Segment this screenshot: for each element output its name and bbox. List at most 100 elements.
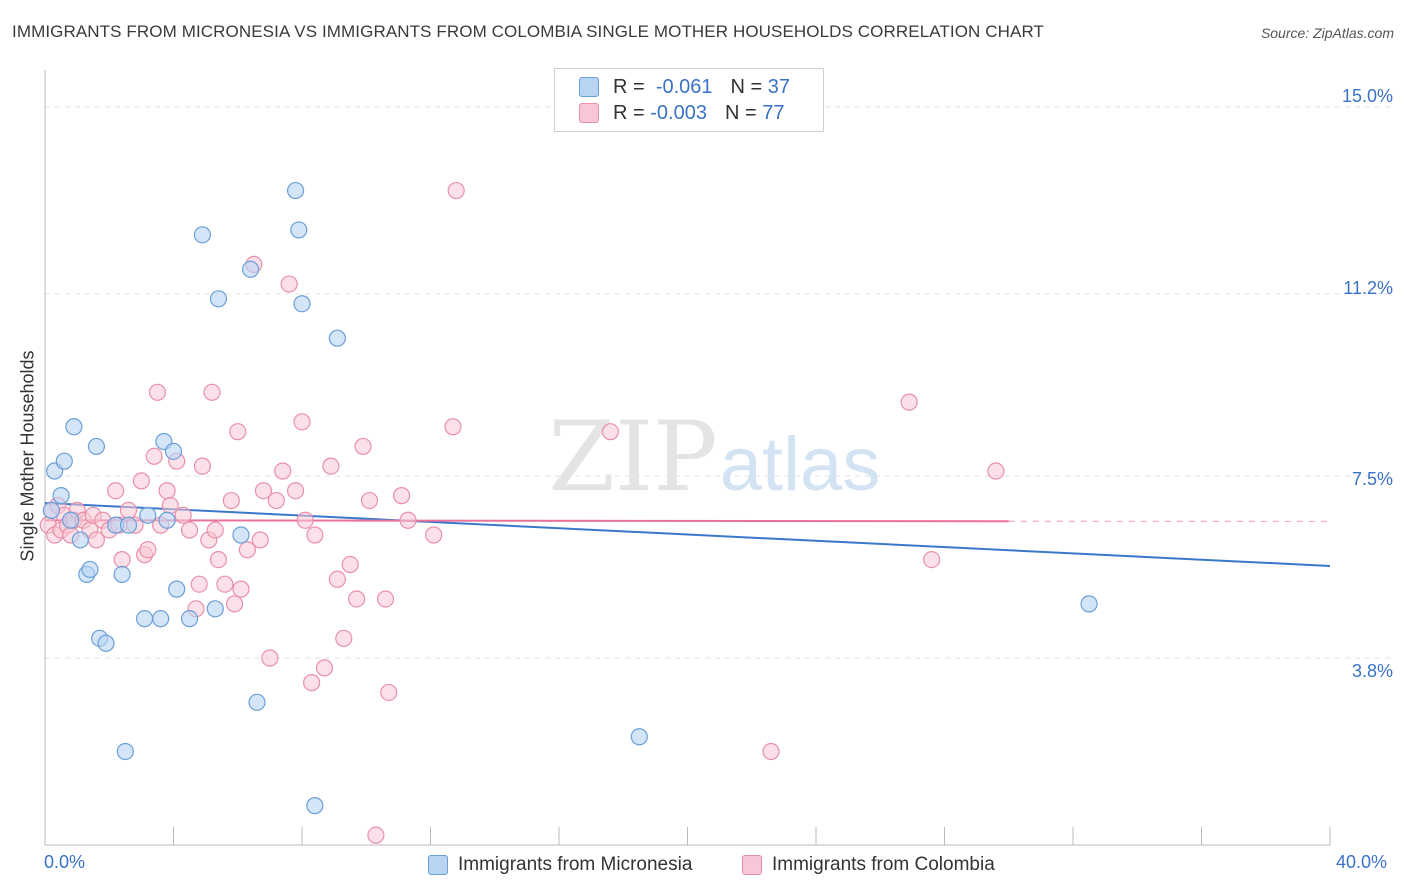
data-point-colombia (261, 649, 279, 667)
data-point-colombia (180, 521, 199, 539)
watermark-zip: ZIP (548, 401, 717, 513)
legend-r-label: R = (613, 75, 645, 98)
data-point-colombia (303, 674, 321, 692)
data-point-colombia (348, 590, 366, 608)
data-point-colombia (274, 462, 292, 480)
data-point-colombia (254, 482, 273, 500)
data-point-colombia (900, 393, 918, 411)
data-point-micronesia (62, 511, 80, 529)
data-point-micronesia (65, 418, 83, 436)
legend-row-micronesia: R = -0.061 N = 37 (579, 75, 790, 99)
data-point-micronesia (193, 226, 212, 244)
y-tick-label-15: 15.0% (1341, 86, 1393, 106)
data-point-micronesia (206, 600, 224, 618)
data-point-micronesia (242, 260, 260, 278)
data-point-colombia (425, 526, 443, 544)
series-label-micronesia: Immigrants from Micronesia (458, 854, 693, 875)
data-point-colombia (328, 570, 346, 588)
data-point-colombia (341, 555, 359, 574)
series-label-colombia: Immigrants from Colombia (772, 854, 995, 875)
legend-swatch-blue (579, 77, 599, 97)
data-point-micronesia (119, 516, 138, 534)
data-point-colombia (335, 629, 353, 647)
data-point-colombia (306, 526, 324, 544)
data-point-colombia (354, 437, 372, 456)
legend-r-label: R = (613, 101, 645, 124)
data-point-colombia (322, 457, 340, 475)
y-axis-label: Single Mother Households (17, 350, 38, 562)
data-point-colombia (380, 683, 398, 702)
data-point-colombia (190, 575, 208, 593)
axes (44, 70, 1331, 846)
watermark-atlas: atlas (720, 422, 881, 507)
data-point-micronesia (97, 634, 115, 652)
data-point-micronesia (81, 560, 99, 579)
data-point-micronesia (55, 452, 73, 470)
data-point-micronesia (135, 610, 154, 628)
x-tick-label-min: 0.0% (44, 852, 86, 872)
data-point-colombia (139, 541, 157, 559)
data-point-micronesia (328, 329, 346, 347)
x-tick-label-max: 40.0% (1336, 852, 1388, 872)
data-point-micronesia (152, 610, 170, 628)
data-point-colombia (209, 551, 228, 569)
data-point-colombia (193, 457, 212, 475)
y-tick-label-3-8: 3.8% (1351, 661, 1393, 681)
data-point-colombia (232, 580, 250, 598)
data-point-colombia (392, 487, 411, 505)
trend-line-colombia (44, 519, 1009, 523)
trend-line-micronesia (44, 502, 1331, 567)
data-point-colombia (315, 659, 334, 677)
data-point-micronesia (139, 506, 157, 524)
series-swatch-pink (742, 855, 762, 875)
data-point-colombia (145, 447, 163, 465)
data-point-colombia (286, 482, 305, 500)
data-point-colombia (238, 541, 256, 559)
data-point-micronesia (286, 181, 305, 200)
data-point-micronesia (158, 511, 176, 529)
watermark: ZIP atlas (548, 401, 880, 513)
legend-n-label: N = (730, 75, 763, 98)
data-point-colombia (225, 595, 244, 613)
data-point-colombia (267, 491, 285, 510)
series-swatch-blue (428, 855, 448, 875)
data-point-micronesia (630, 728, 648, 746)
source-label: Source: ZipAtlas.com (1260, 25, 1394, 41)
legend-swatch-pink (579, 103, 599, 123)
data-point-colombia (444, 418, 462, 436)
data-point-colombia (148, 383, 167, 401)
data-point-colombia (119, 501, 138, 519)
data-point-colombia (987, 462, 1005, 480)
trend-lines (44, 502, 1331, 567)
legend-r-value: -0.003 (650, 101, 707, 124)
data-point-colombia (222, 491, 240, 510)
data-point-micronesia (232, 526, 250, 544)
data-point-colombia (113, 551, 131, 569)
legend-row-colombia: R = -0.003 N = 77 (579, 101, 784, 125)
data-point-colombia (107, 482, 125, 500)
data-point-colombia (376, 590, 395, 608)
data-point-colombia (447, 181, 465, 200)
data-point-micronesia (42, 501, 61, 519)
data-points (39, 181, 1098, 844)
data-point-micronesia (52, 487, 70, 505)
correlation-legend: R = -0.061 N = 37 R = -0.003 N = 77 (554, 68, 824, 132)
data-point-colombia (296, 511, 314, 529)
legend-n-label: N = (724, 101, 757, 124)
data-point-colombia (280, 275, 298, 293)
data-point-micronesia (168, 580, 186, 598)
data-point-micronesia (1080, 595, 1098, 613)
data-point-colombia (923, 551, 941, 569)
data-point-colombia (399, 511, 417, 529)
data-point-colombia (206, 521, 224, 539)
data-point-colombia (601, 423, 620, 441)
data-point-colombia (762, 742, 780, 761)
data-point-colombia (132, 472, 150, 490)
series-legend-colombia: Immigrants from Colombia (742, 852, 995, 878)
data-point-colombia (251, 531, 269, 549)
data-point-micronesia (306, 797, 324, 815)
data-point-micronesia (71, 531, 89, 549)
data-point-micronesia (164, 442, 183, 460)
legend-n-value: 37 (767, 75, 791, 98)
